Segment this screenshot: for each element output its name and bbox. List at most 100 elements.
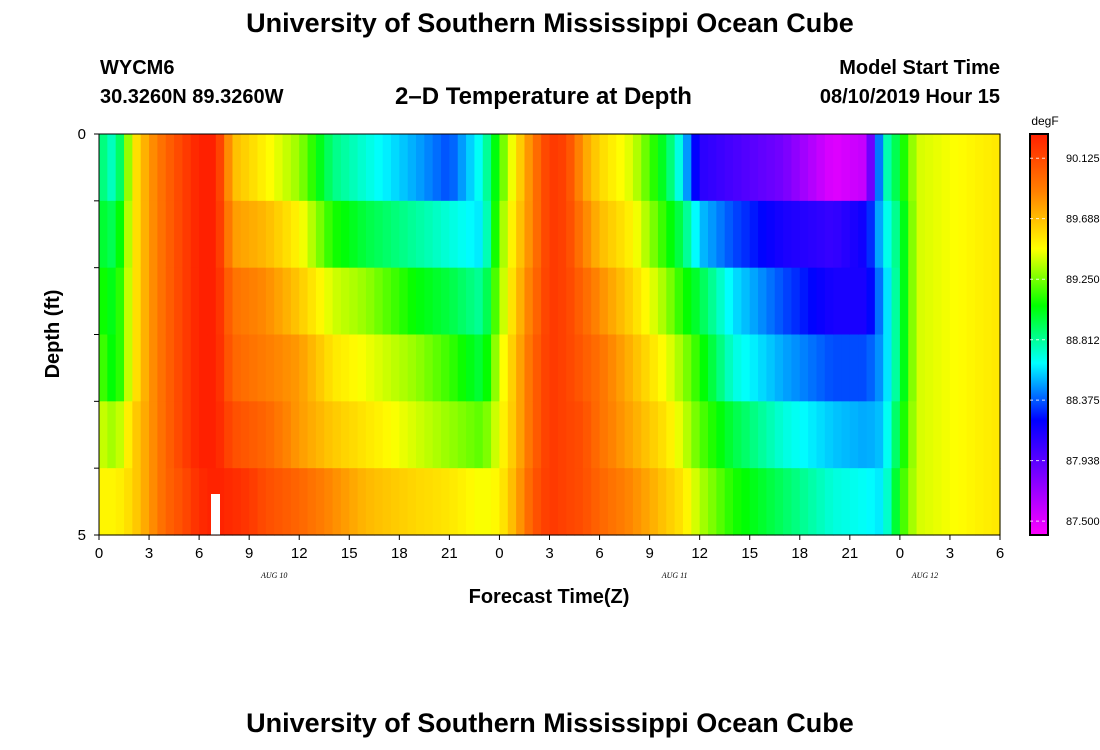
heatmap-cell [916,134,926,202]
heatmap-cell [708,200,717,269]
colorbar-units: degF [1031,114,1058,128]
heatmap-cell [974,468,984,536]
heatmap-cell [290,267,300,336]
heatmap-cell [808,334,818,402]
heatmap-cell [541,267,551,336]
heatmap-cell [866,200,876,269]
heatmap-cell [758,267,767,336]
heatmap-cell [399,401,409,469]
heatmap-cell [766,200,776,269]
heatmap-cell [424,401,434,469]
heatmap-cell [357,200,367,269]
heatmap-cell [908,468,918,536]
heatmap-cell [599,134,609,202]
heatmap-cell [841,334,851,402]
heatmap-cell [424,200,434,269]
heatmap-cell [432,200,442,269]
heatmap-cell [866,267,876,336]
heatmap-cell [974,267,984,336]
heatmap-cell [349,134,359,202]
heatmap-cell [974,401,984,469]
heatmap-cell [741,200,751,269]
heatmap-cell [491,267,501,336]
heatmap-cell [783,401,793,469]
heatmap-cell [883,468,893,536]
heatmap-cell [149,267,158,336]
colorbar-tick-label: 89.250 [1066,274,1100,286]
heatmap-cell [165,200,175,269]
heatmap-cell [758,200,767,269]
heatmap-cell [883,334,893,402]
heatmap-cell [340,468,350,536]
heatmap-cell [232,401,242,469]
heatmap-cell [432,468,442,536]
heatmap-cell [724,200,734,269]
heatmap-cell [941,267,951,336]
heatmap-cell [365,200,375,269]
colorbar-tick-label: 87.938 [1066,456,1100,468]
heatmap-cell [924,401,934,469]
heatmap-cell [149,468,158,536]
heatmap-cell [716,134,726,202]
heatmap-cell [416,267,425,336]
heatmap-cell [624,334,634,402]
heatmap-cell [449,200,459,269]
heatmap-cell [374,334,384,402]
colorbar-tick-label: 88.375 [1066,395,1100,407]
heatmap-cell [766,468,776,536]
heatmap-cell [524,401,534,469]
heatmap-cell [407,334,417,402]
heatmap-cell [858,267,868,336]
heatmap-cell [449,401,459,469]
heatmap-cell [933,334,943,402]
heatmap-cell [340,200,350,269]
heatmap-cell [716,401,726,469]
heatmap-cell [591,334,601,402]
heatmap-cell [282,468,292,536]
heatmap-cell [457,334,467,402]
heatmap-cell [165,401,175,469]
heatmap-cell [249,200,259,269]
heatmap-cell [791,200,801,269]
heatmap-cell [624,401,634,469]
heatmap-cell [899,267,909,336]
heatmap-cell [441,334,450,402]
heatmap-cell [541,134,551,202]
heatmap-cell [833,334,843,402]
x-tick-label: 18 [791,545,808,562]
heatmap-cell [649,267,659,336]
heatmap-cell [557,468,567,536]
heatmap-cell [891,267,901,336]
heatmap-cell [441,401,450,469]
heatmap-cell [616,134,626,202]
heatmap-cell [774,334,784,402]
heatmap-cell [557,134,567,202]
heatmap-cell [582,334,592,402]
colorbar-tick-label: 89.688 [1066,214,1100,226]
heatmap-cell [299,267,309,336]
heatmap-cell [407,200,417,269]
heatmap-cell [991,200,1001,269]
heatmap-cell [674,468,684,536]
x-tick-label: 15 [341,545,358,562]
heatmap-cell [332,334,342,402]
heatmap-cell [140,200,150,269]
heatmap-cell [249,401,259,469]
heatmap-cell [599,200,609,269]
heatmap-cell [374,401,384,469]
heatmap-cell [282,334,292,402]
heatmap-cell [924,200,934,269]
heatmap-cell [699,468,709,536]
y-axis: 05 [78,126,99,544]
heatmap-cell [691,401,701,469]
heatmap-cell [107,200,117,269]
heatmap-cell [374,134,384,202]
heatmap-cell [441,468,450,536]
heatmap-cell [841,200,851,269]
heatmap-cell [190,401,200,469]
x-tick-label: 9 [245,545,253,562]
heatmap-cell [507,468,517,536]
heatmap-cell [115,200,125,269]
heatmap-cell [816,134,826,202]
heatmap-cell [933,200,943,269]
